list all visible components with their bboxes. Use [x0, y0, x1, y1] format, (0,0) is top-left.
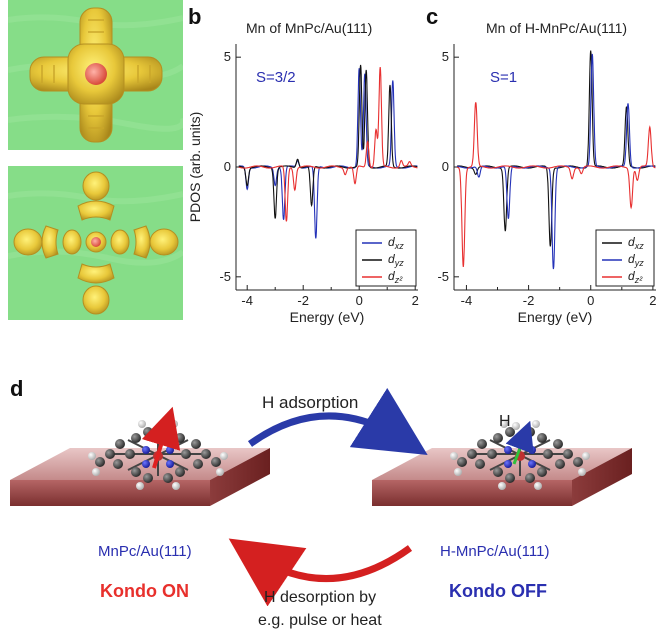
spin-label: S=3/2	[256, 69, 296, 86]
chart-b: -4 -2 0 2 -5 0 5 Energy (eV) PDOS (arb. units) S=…	[187, 44, 419, 325]
y-tick-label: 5	[442, 49, 449, 64]
stm-image-bottom	[8, 166, 183, 320]
left-system-label: MnPc/Au(111)	[98, 543, 192, 560]
x-axis-label: Energy (eV)	[518, 309, 593, 325]
x-tick-label: 2	[649, 293, 656, 308]
panel-a-images	[8, 0, 183, 320]
kondo-on-label: Kondo ON	[100, 581, 189, 601]
left-molecule	[88, 406, 228, 490]
panel-letter-d: d	[10, 376, 24, 401]
panel-b-title: Mn of MnPc/Au(111)	[246, 20, 373, 36]
right-molecule	[450, 420, 590, 490]
desorption-line-1: H desorption by	[264, 589, 377, 606]
h-atom-label: H	[499, 413, 511, 430]
panel-letter-b: b	[188, 4, 202, 29]
x-tick-label: 0	[356, 293, 363, 308]
y-tick-label: -5	[219, 269, 231, 284]
adsorption-arrow	[247, 387, 428, 455]
y-tick-label: 5	[224, 49, 231, 64]
series-line	[457, 53, 656, 270]
stm-image-top	[8, 0, 183, 150]
x-tick-label: -4	[461, 293, 473, 308]
y-tick-label: 0	[442, 159, 449, 174]
x-tick-label: 2	[412, 293, 419, 308]
panel-d-schematic	[10, 387, 632, 607]
desorption-arrow	[228, 538, 413, 607]
left-substrate	[10, 448, 270, 506]
series-line	[238, 67, 418, 222]
y-tick-label: -5	[437, 269, 449, 284]
y-tick-label: 0	[224, 159, 231, 174]
x-tick-label: 0	[587, 293, 594, 308]
x-axis-label: Energy (eV)	[290, 309, 365, 325]
kondo-off-label: Kondo OFF	[449, 581, 547, 601]
right-system-label: H-MnPc/Au(111)	[440, 543, 550, 560]
right-substrate	[372, 448, 632, 506]
x-tick-label: -2	[523, 293, 535, 308]
y-axis-label: PDOS (arb. units)	[187, 112, 203, 222]
series-line	[456, 102, 656, 267]
series-line	[238, 64, 418, 219]
panel-c-title: Mn of H-MnPc/Au(111)	[486, 20, 628, 36]
h-adsorption-label: H adsorption	[262, 393, 359, 412]
spin-label: S=1	[490, 69, 517, 86]
x-tick-label: -4	[241, 293, 253, 308]
panel-letter-c: c	[426, 4, 439, 29]
desorption-line-2: e.g. pulse or heat	[258, 612, 382, 629]
x-tick-label: -2	[297, 293, 309, 308]
